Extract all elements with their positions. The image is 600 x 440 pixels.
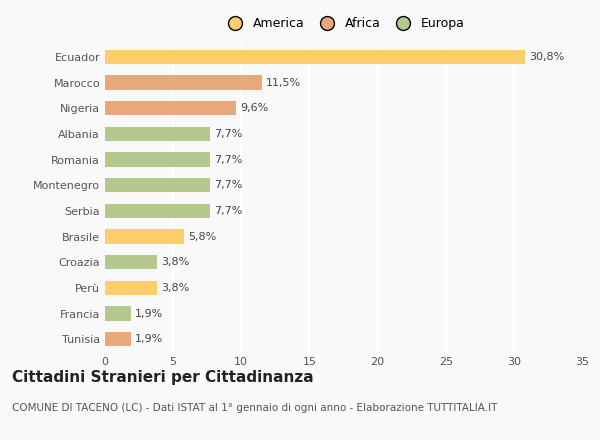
Text: 9,6%: 9,6% bbox=[240, 103, 268, 113]
Text: 5,8%: 5,8% bbox=[188, 231, 217, 242]
Bar bbox=[105, 332, 131, 346]
Text: 11,5%: 11,5% bbox=[266, 77, 301, 88]
Bar bbox=[105, 178, 210, 192]
Text: 7,7%: 7,7% bbox=[214, 154, 242, 165]
Text: 3,8%: 3,8% bbox=[161, 283, 189, 293]
Bar bbox=[105, 152, 210, 167]
Text: COMUNE DI TACENO (LC) - Dati ISTAT al 1° gennaio di ogni anno - Elaborazione TUT: COMUNE DI TACENO (LC) - Dati ISTAT al 1°… bbox=[12, 403, 497, 413]
Bar bbox=[105, 255, 157, 269]
Bar bbox=[105, 127, 210, 141]
Text: 7,7%: 7,7% bbox=[214, 180, 242, 190]
Bar bbox=[105, 75, 262, 90]
Text: Cittadini Stranieri per Cittadinanza: Cittadini Stranieri per Cittadinanza bbox=[12, 370, 314, 385]
Text: 3,8%: 3,8% bbox=[161, 257, 189, 267]
Text: 7,7%: 7,7% bbox=[214, 129, 242, 139]
Bar bbox=[105, 50, 525, 64]
Text: 30,8%: 30,8% bbox=[529, 52, 564, 62]
Bar bbox=[105, 229, 184, 244]
Bar bbox=[105, 306, 131, 321]
Legend: America, Africa, Europa: America, Africa, Europa bbox=[219, 13, 468, 34]
Bar bbox=[105, 101, 236, 115]
Text: 1,9%: 1,9% bbox=[135, 308, 163, 319]
Text: 7,7%: 7,7% bbox=[214, 206, 242, 216]
Text: 1,9%: 1,9% bbox=[135, 334, 163, 344]
Bar bbox=[105, 281, 157, 295]
Bar bbox=[105, 204, 210, 218]
